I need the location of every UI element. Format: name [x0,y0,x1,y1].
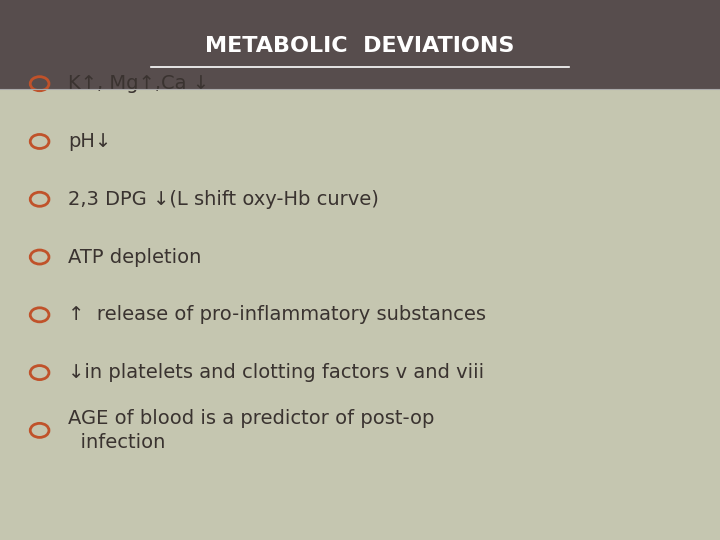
Text: METABOLIC  DEVIATIONS: METABOLIC DEVIATIONS [205,36,515,56]
FancyBboxPatch shape [0,0,720,89]
Text: 2,3 DPG ↓(L shift oxy-Hb curve): 2,3 DPG ↓(L shift oxy-Hb curve) [68,190,379,209]
Text: AGE of blood is a predictor of post-op
  infection: AGE of blood is a predictor of post-op i… [68,409,435,452]
Text: K↑, Mg↑,Ca ↓: K↑, Mg↑,Ca ↓ [68,74,210,93]
Text: pH↓: pH↓ [68,132,112,151]
Text: ATP depletion: ATP depletion [68,247,202,267]
Text: ↑  release of pro-inflammatory substances: ↑ release of pro-inflammatory substances [68,305,487,325]
Text: ↓in platelets and clotting factors v and viii: ↓in platelets and clotting factors v and… [68,363,485,382]
